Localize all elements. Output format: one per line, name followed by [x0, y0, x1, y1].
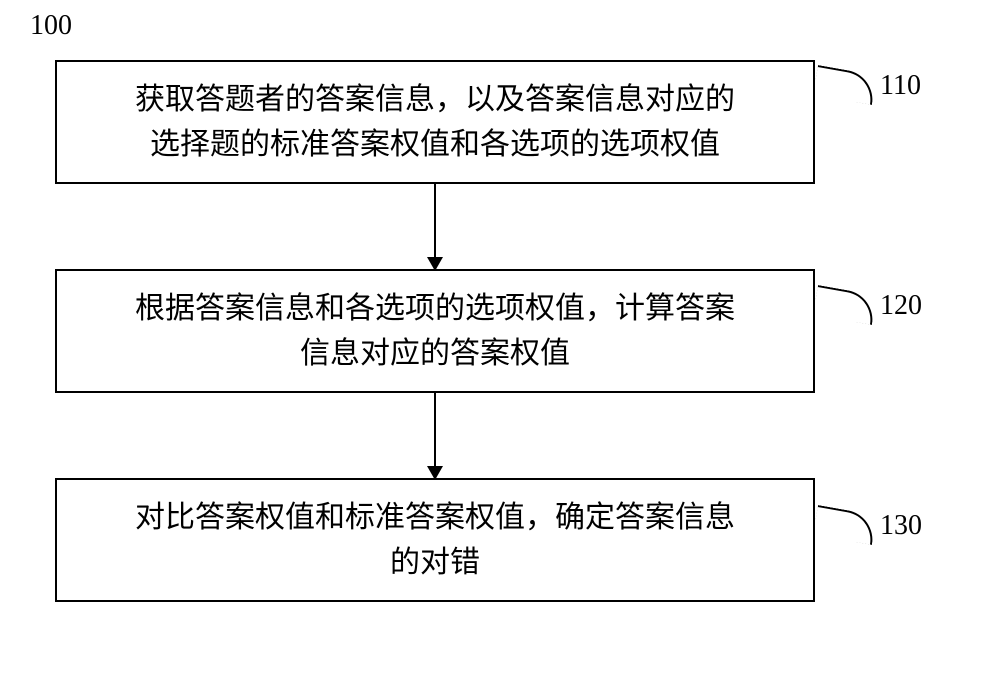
step-text-line1: 获取答题者的答案信息，以及答案信息对应的 [135, 83, 735, 116]
step-box-110: 获取答题者的答案信息，以及答案信息对应的 选择题的标准答案权值和各选项的选项权值 [55, 60, 815, 184]
step-text-line1: 对比答案权值和标准答案权值，确定答案信息 [135, 501, 735, 534]
step-label-130: 130 [880, 510, 922, 542]
step-label-120: 120 [880, 290, 922, 322]
step-label-110: 110 [880, 70, 921, 102]
step-text-line1: 根据答案信息和各选项的选项权值，计算答案 [135, 292, 735, 325]
arrow-1 [434, 184, 436, 269]
arrow-2 [434, 393, 436, 478]
step-text-line2: 的对错 [390, 546, 480, 579]
flowchart-container: 获取答题者的答案信息，以及答案信息对应的 选择题的标准答案权值和各选项的选项权值… [55, 60, 945, 602]
step-text-line2: 选择题的标准答案权值和各选项的选项权值 [150, 128, 720, 161]
diagram-main-label: 100 [30, 10, 72, 42]
step-box-120: 根据答案信息和各选项的选项权值，计算答案 信息对应的答案权值 [55, 269, 815, 393]
step-text-line2: 信息对应的答案权值 [300, 337, 570, 370]
step-box-130: 对比答案权值和标准答案权值，确定答案信息 的对错 [55, 478, 815, 602]
